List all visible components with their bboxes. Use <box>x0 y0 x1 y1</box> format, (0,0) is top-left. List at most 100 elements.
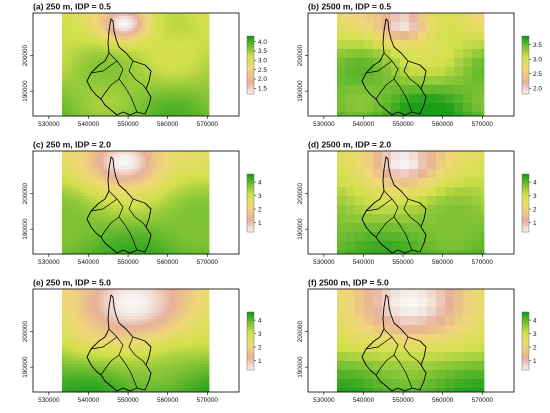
raster-cell <box>200 166 203 169</box>
raster-cell <box>206 331 209 334</box>
raster-cell <box>62 58 65 61</box>
raster-cell <box>119 247 122 250</box>
raster-cell <box>86 52 89 55</box>
raster-cell <box>110 208 113 211</box>
raster-cell <box>119 307 122 310</box>
raster-cell <box>143 313 146 316</box>
raster-cell <box>113 202 116 205</box>
legend-swatch <box>247 69 254 71</box>
raster-cell <box>200 202 203 205</box>
raster-cell <box>113 211 116 214</box>
raster-cell <box>137 13 140 16</box>
raster-cell <box>125 22 128 25</box>
raster-cell <box>86 331 89 334</box>
raster-cell <box>131 82 134 85</box>
raster-cell <box>149 331 152 334</box>
raster-cell <box>191 169 194 172</box>
raster-cell <box>83 193 86 196</box>
raster-cell <box>206 34 209 37</box>
raster-cell <box>116 304 119 307</box>
raster-cell <box>140 43 143 46</box>
raster-cell <box>179 289 182 292</box>
raster-cell <box>161 76 164 79</box>
raster-cell <box>125 334 128 337</box>
raster-cell <box>161 82 164 85</box>
raster-cell <box>200 31 203 34</box>
raster-cell <box>113 235 116 238</box>
raster-cell <box>158 316 161 319</box>
raster-cell <box>185 205 188 208</box>
raster-cell <box>77 187 80 190</box>
raster-cell <box>89 229 92 232</box>
legend-swatch <box>522 205 529 207</box>
raster-cell <box>89 301 92 304</box>
raster-cell <box>200 175 203 178</box>
raster-cell <box>176 232 179 235</box>
raster-cell <box>68 307 71 310</box>
raster-cell <box>68 166 71 169</box>
raster-cell <box>101 334 104 337</box>
raster-cell <box>185 61 188 64</box>
raster-cell <box>95 304 98 307</box>
raster-cell <box>80 49 83 52</box>
raster-cell <box>194 49 197 52</box>
raster-cell <box>203 46 206 49</box>
raster-cell <box>158 310 161 313</box>
raster-cell <box>125 79 128 82</box>
raster-cell <box>173 31 176 34</box>
raster-cell <box>137 238 140 241</box>
raster-cell <box>158 301 161 304</box>
raster-cell <box>173 208 176 211</box>
raster-cell <box>182 22 185 25</box>
raster-cell <box>71 157 74 160</box>
raster-cell <box>113 226 116 229</box>
raster-cell <box>134 160 137 163</box>
raster-cell <box>122 217 125 220</box>
raster-cell <box>80 304 83 307</box>
raster-cell <box>83 151 86 154</box>
raster-cell <box>170 40 173 43</box>
legend-swatch <box>522 55 529 57</box>
raster-cell <box>110 322 113 325</box>
raster-cell <box>83 43 86 46</box>
raster-cell <box>80 76 83 79</box>
raster-cell <box>182 325 185 328</box>
raster-cell <box>98 187 101 190</box>
raster-cell <box>173 190 176 193</box>
raster-cell <box>116 64 119 67</box>
raster-cell <box>182 211 185 214</box>
legend-tick-label: 2.5 <box>258 67 267 74</box>
x-tick-label: 570000 <box>472 121 494 128</box>
raster-cell <box>98 31 101 34</box>
raster-cell <box>113 244 116 247</box>
raster-cell <box>92 211 95 214</box>
raster-cell <box>131 22 134 25</box>
raster-cell <box>463 67 472 76</box>
raster-cell <box>197 79 200 82</box>
raster-cell <box>179 196 182 199</box>
raster-cell <box>188 52 191 55</box>
raster-cell <box>170 247 173 250</box>
raster-cell <box>134 226 137 229</box>
legend-swatch <box>247 36 254 38</box>
y-tick-label: 200000 <box>22 183 29 205</box>
raster-cell <box>182 175 185 178</box>
raster-cell <box>200 325 203 328</box>
raster-cell <box>197 184 200 187</box>
raster-cell <box>65 298 68 301</box>
raster-cell <box>194 160 197 163</box>
raster-cell <box>176 184 179 187</box>
raster-cell <box>74 325 77 328</box>
raster-cell <box>98 289 101 292</box>
raster-cell <box>104 214 107 217</box>
raster-cell <box>155 331 158 334</box>
raster-cell <box>98 304 101 307</box>
raster-cell <box>71 79 74 82</box>
raster-cell <box>164 88 167 91</box>
raster-cell <box>191 292 194 295</box>
raster-cell <box>400 40 409 49</box>
raster-cell <box>95 196 98 199</box>
raster-cell <box>122 241 125 244</box>
raster-cell <box>158 220 161 223</box>
raster-cell <box>161 112 164 115</box>
